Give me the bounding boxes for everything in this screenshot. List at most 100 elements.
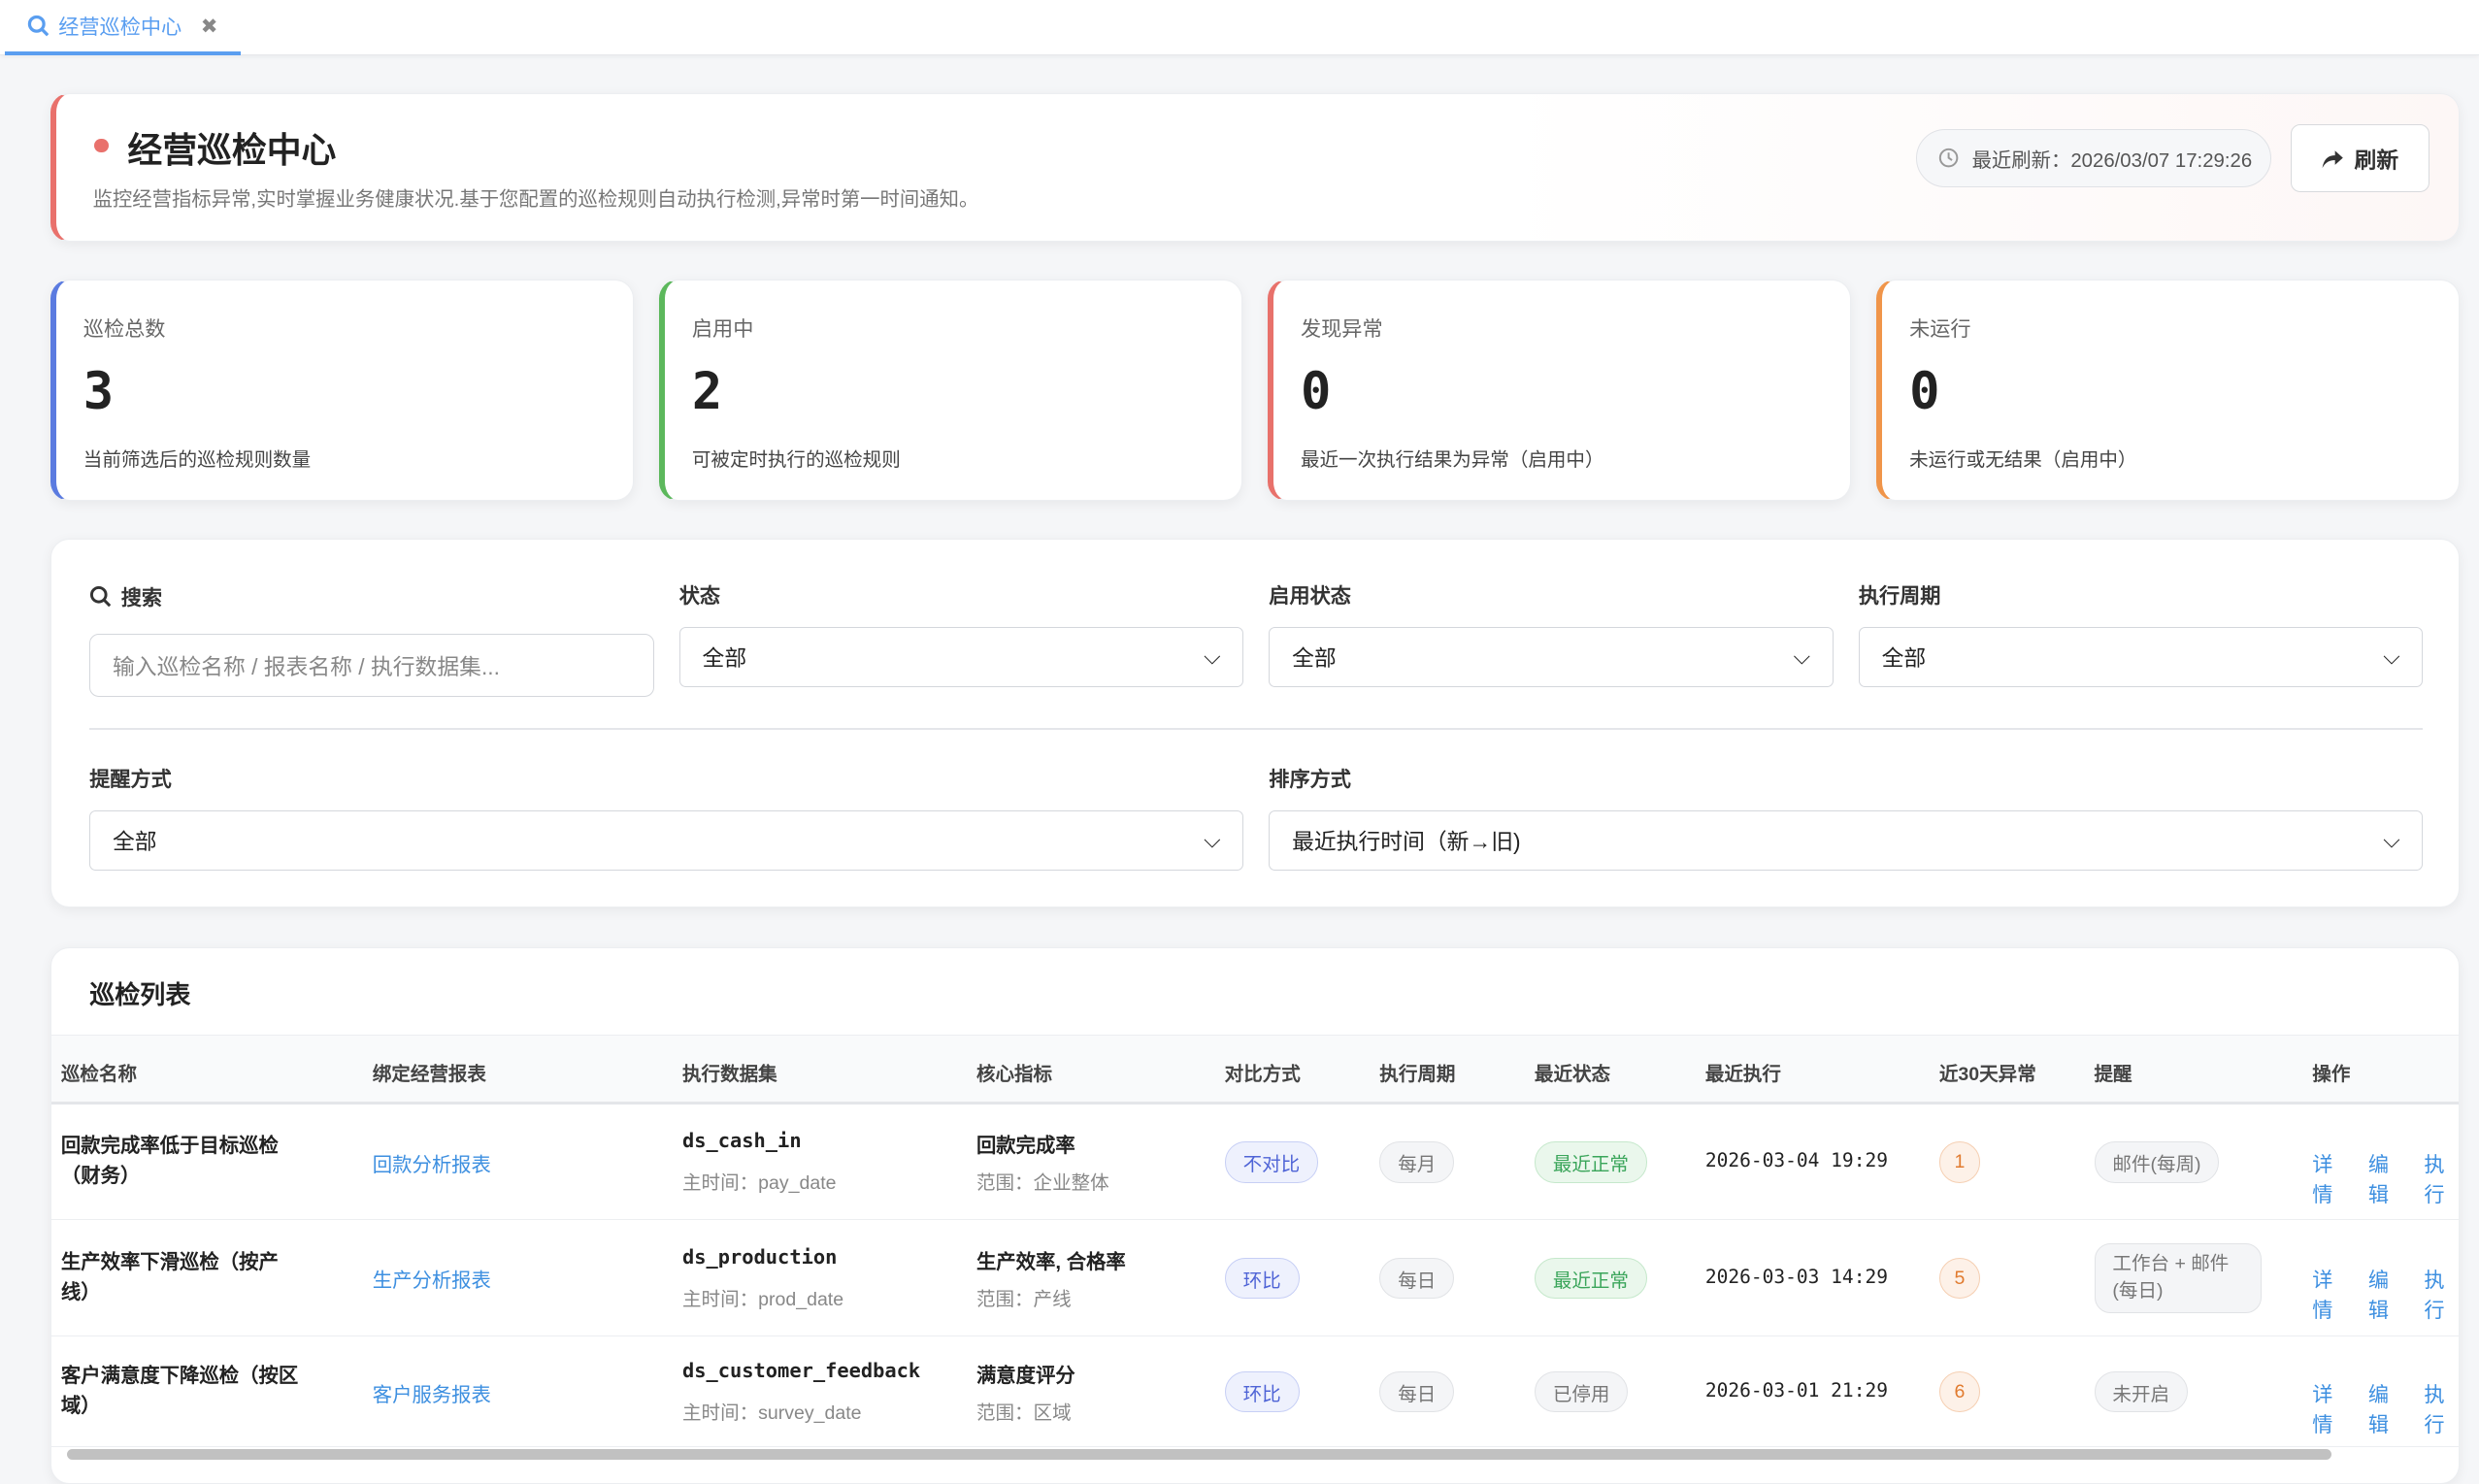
detail-link[interactable]: 详情	[2312, 1383, 2333, 1436]
compare-badge: 环比	[1224, 1371, 1300, 1413]
period-select[interactable]: 全部 ⌵	[1858, 626, 2424, 687]
column-header: 对比方式	[1224, 1064, 1301, 1086]
edit-link[interactable]: 编辑	[2367, 1383, 2389, 1436]
page-header: 经营巡检中心 监控经营指标异常,实时掌握业务健康状况.基于您配置的巡检规则自动执…	[50, 93, 2461, 243]
column-header: 执行周期	[1379, 1064, 1456, 1086]
stat-desc: 未运行或无结果（启用中）	[1909, 449, 2137, 472]
status-badge: 最近正常	[1534, 1257, 1647, 1300]
sort-select[interactable]: 最近执行时间（新→旧) ⌵	[1269, 809, 2424, 871]
column-header: 提醒	[2094, 1064, 2132, 1086]
stat-desc: 最近一次执行结果为异常（启用中）	[1300, 449, 1604, 472]
chevron-down-icon: ⌵	[2383, 643, 2400, 670]
compare-badge: 环比	[1224, 1257, 1300, 1300]
execute-link[interactable]: 执行	[2424, 1270, 2445, 1323]
refresh-label: 刷新	[2354, 147, 2399, 173]
stat-value: 0	[1909, 362, 1940, 421]
metric-scope: 范围：企业整体	[975, 1172, 1109, 1195]
last-run-time: 2026-03-01 21:29	[1704, 1379, 1888, 1402]
column-header: 最近状态	[1534, 1064, 1611, 1086]
report-link[interactable]: 客户服务报表	[372, 1384, 491, 1406]
detail-link[interactable]: 详情	[2312, 1270, 2333, 1323]
execute-link[interactable]: 执行	[2424, 1153, 2445, 1206]
sort-label: 排序方式	[1269, 769, 1351, 792]
table-row: 客户满意度下降巡检（按区域） 客户服务报表 ds_customer_feedba…	[51, 1336, 2460, 1448]
edit-link[interactable]: 编辑	[2367, 1270, 2389, 1323]
stat-card-anomaly: 发现异常 0 最近一次执行结果为异常（启用中）	[1268, 280, 1852, 502]
row-actions: 详情 编辑 执行	[2312, 1264, 2459, 1324]
list-title: 巡检列表	[89, 980, 191, 1010]
stat-desc: 当前筛选后的巡检规则数量	[83, 449, 312, 472]
notify-badge: 工作台 + 邮件(每日)	[2094, 1243, 2263, 1313]
row-actions: 详情 编辑 执行	[2312, 1148, 2459, 1208]
period-badge: 每月	[1379, 1141, 1455, 1183]
status-value: 全部	[702, 645, 747, 672]
last-refresh-pill: 最近刷新：2026/03/07 17:29:26	[1915, 128, 2272, 188]
dataset-name: ds_customer_feedback	[682, 1359, 921, 1383]
stat-label: 未运行	[1909, 317, 1971, 341]
notify-select[interactable]: 全部 ⌵	[89, 809, 1244, 871]
column-header: 巡检名称	[60, 1064, 137, 1086]
column-header: 绑定经营报表	[372, 1064, 486, 1086]
tab-label: 经营巡检中心	[58, 16, 182, 39]
filter-panel: 搜索 输入巡检名称 / 报表名称 / 执行数据集... 状态 全部 ⌵ 启用状态 …	[50, 539, 2461, 907]
search-icon	[90, 585, 112, 608]
column-header: 最近执行	[1704, 1064, 1781, 1086]
status-badge: 最近正常	[1534, 1141, 1647, 1183]
page-subtitle: 监控经营指标异常,实时掌握业务健康状况.基于您配置的巡检规则自动执行检测,异常时…	[92, 189, 979, 212]
metric-scope: 范围：区域	[975, 1402, 1072, 1425]
metric-scope: 范围：产线	[975, 1288, 1072, 1310]
inspection-name: 生产效率下滑巡检（按产线）	[60, 1252, 279, 1304]
tab-bar: 经营巡检中心 ✖	[0, 0, 2479, 55]
tab-inspection-center[interactable]: 经营巡检中心 ✖	[4, 0, 241, 55]
enabled-label: 启用状态	[1269, 585, 1351, 609]
search-label-text: 搜索	[120, 586, 163, 610]
search-placeholder: 输入巡检名称 / 报表名称 / 执行数据集...	[112, 653, 500, 679]
clock-icon	[1939, 148, 1959, 168]
report-link[interactable]: 回款分析报表	[372, 1154, 491, 1176]
report-link[interactable]: 生产分析报表	[372, 1270, 491, 1293]
time-field: 主时间：prod_date	[682, 1288, 844, 1310]
horizontal-scrollbar[interactable]	[67, 1448, 2331, 1461]
search-icon	[27, 15, 49, 37]
period-label: 执行周期	[1858, 585, 1941, 609]
anomaly-count-badge: 6	[1938, 1371, 1981, 1413]
dataset-name: ds_cash_in	[682, 1129, 802, 1153]
stat-desc: 可被定时执行的巡检规则	[691, 449, 901, 472]
column-header: 核心指标	[975, 1064, 1053, 1086]
close-icon[interactable]: ✖	[200, 15, 218, 38]
period-badge: 每日	[1379, 1371, 1455, 1413]
last-run-time: 2026-03-04 19:29	[1704, 1149, 1888, 1172]
search-label: 搜索	[89, 581, 162, 611]
notify-label: 提醒方式	[89, 769, 172, 792]
row-actions: 详情 编辑 执行	[2312, 1378, 2459, 1438]
refresh-button[interactable]: 刷新	[2290, 124, 2429, 193]
divider	[89, 728, 2424, 730]
chevron-down-icon: ⌵	[1204, 827, 1221, 853]
search-input[interactable]: 输入巡检名称 / 报表名称 / 执行数据集...	[89, 633, 654, 697]
table-header: 巡检名称 绑定经营报表 执行数据集 核心指标 对比方式 执行周期 最近状态 最近…	[51, 1035, 2460, 1105]
core-metric: 满意度评分	[975, 1366, 1075, 1388]
chevron-down-icon: ⌵	[2383, 827, 2400, 853]
stat-value: 3	[83, 362, 115, 421]
table-row: 生产效率下滑巡检（按产线） 生产分析报表 ds_production 主时间：p…	[51, 1220, 2460, 1337]
column-header: 近30天异常	[1938, 1064, 2036, 1086]
period-badge: 每日	[1379, 1257, 1455, 1300]
stat-label: 发现异常	[1300, 317, 1383, 341]
inspection-name: 回款完成率低于目标巡检（财务）	[60, 1136, 279, 1188]
execute-link[interactable]: 执行	[2424, 1383, 2445, 1436]
notify-value: 全部	[112, 829, 157, 855]
column-header: 操作	[2312, 1064, 2351, 1086]
stat-value: 2	[691, 362, 723, 421]
edit-link[interactable]: 编辑	[2367, 1153, 2389, 1206]
stat-label: 巡检总数	[83, 317, 166, 341]
enabled-select[interactable]: 全部 ⌵	[1269, 626, 1834, 687]
inspection-list: 巡检列表 巡检名称 绑定经营报表 执行数据集 核心指标 对比方式 执行周期 最近…	[50, 946, 2461, 1484]
status-select[interactable]: 全部 ⌵	[678, 626, 1244, 687]
notify-badge: 未开启	[2094, 1371, 2188, 1413]
dataset-name: ds_production	[682, 1244, 838, 1269]
stat-value: 0	[1300, 362, 1332, 421]
chevron-down-icon: ⌵	[1793, 643, 1810, 670]
last-run-time: 2026-03-03 14:29	[1704, 1266, 1888, 1289]
status-dot	[94, 138, 109, 153]
detail-link[interactable]: 详情	[2312, 1153, 2333, 1206]
